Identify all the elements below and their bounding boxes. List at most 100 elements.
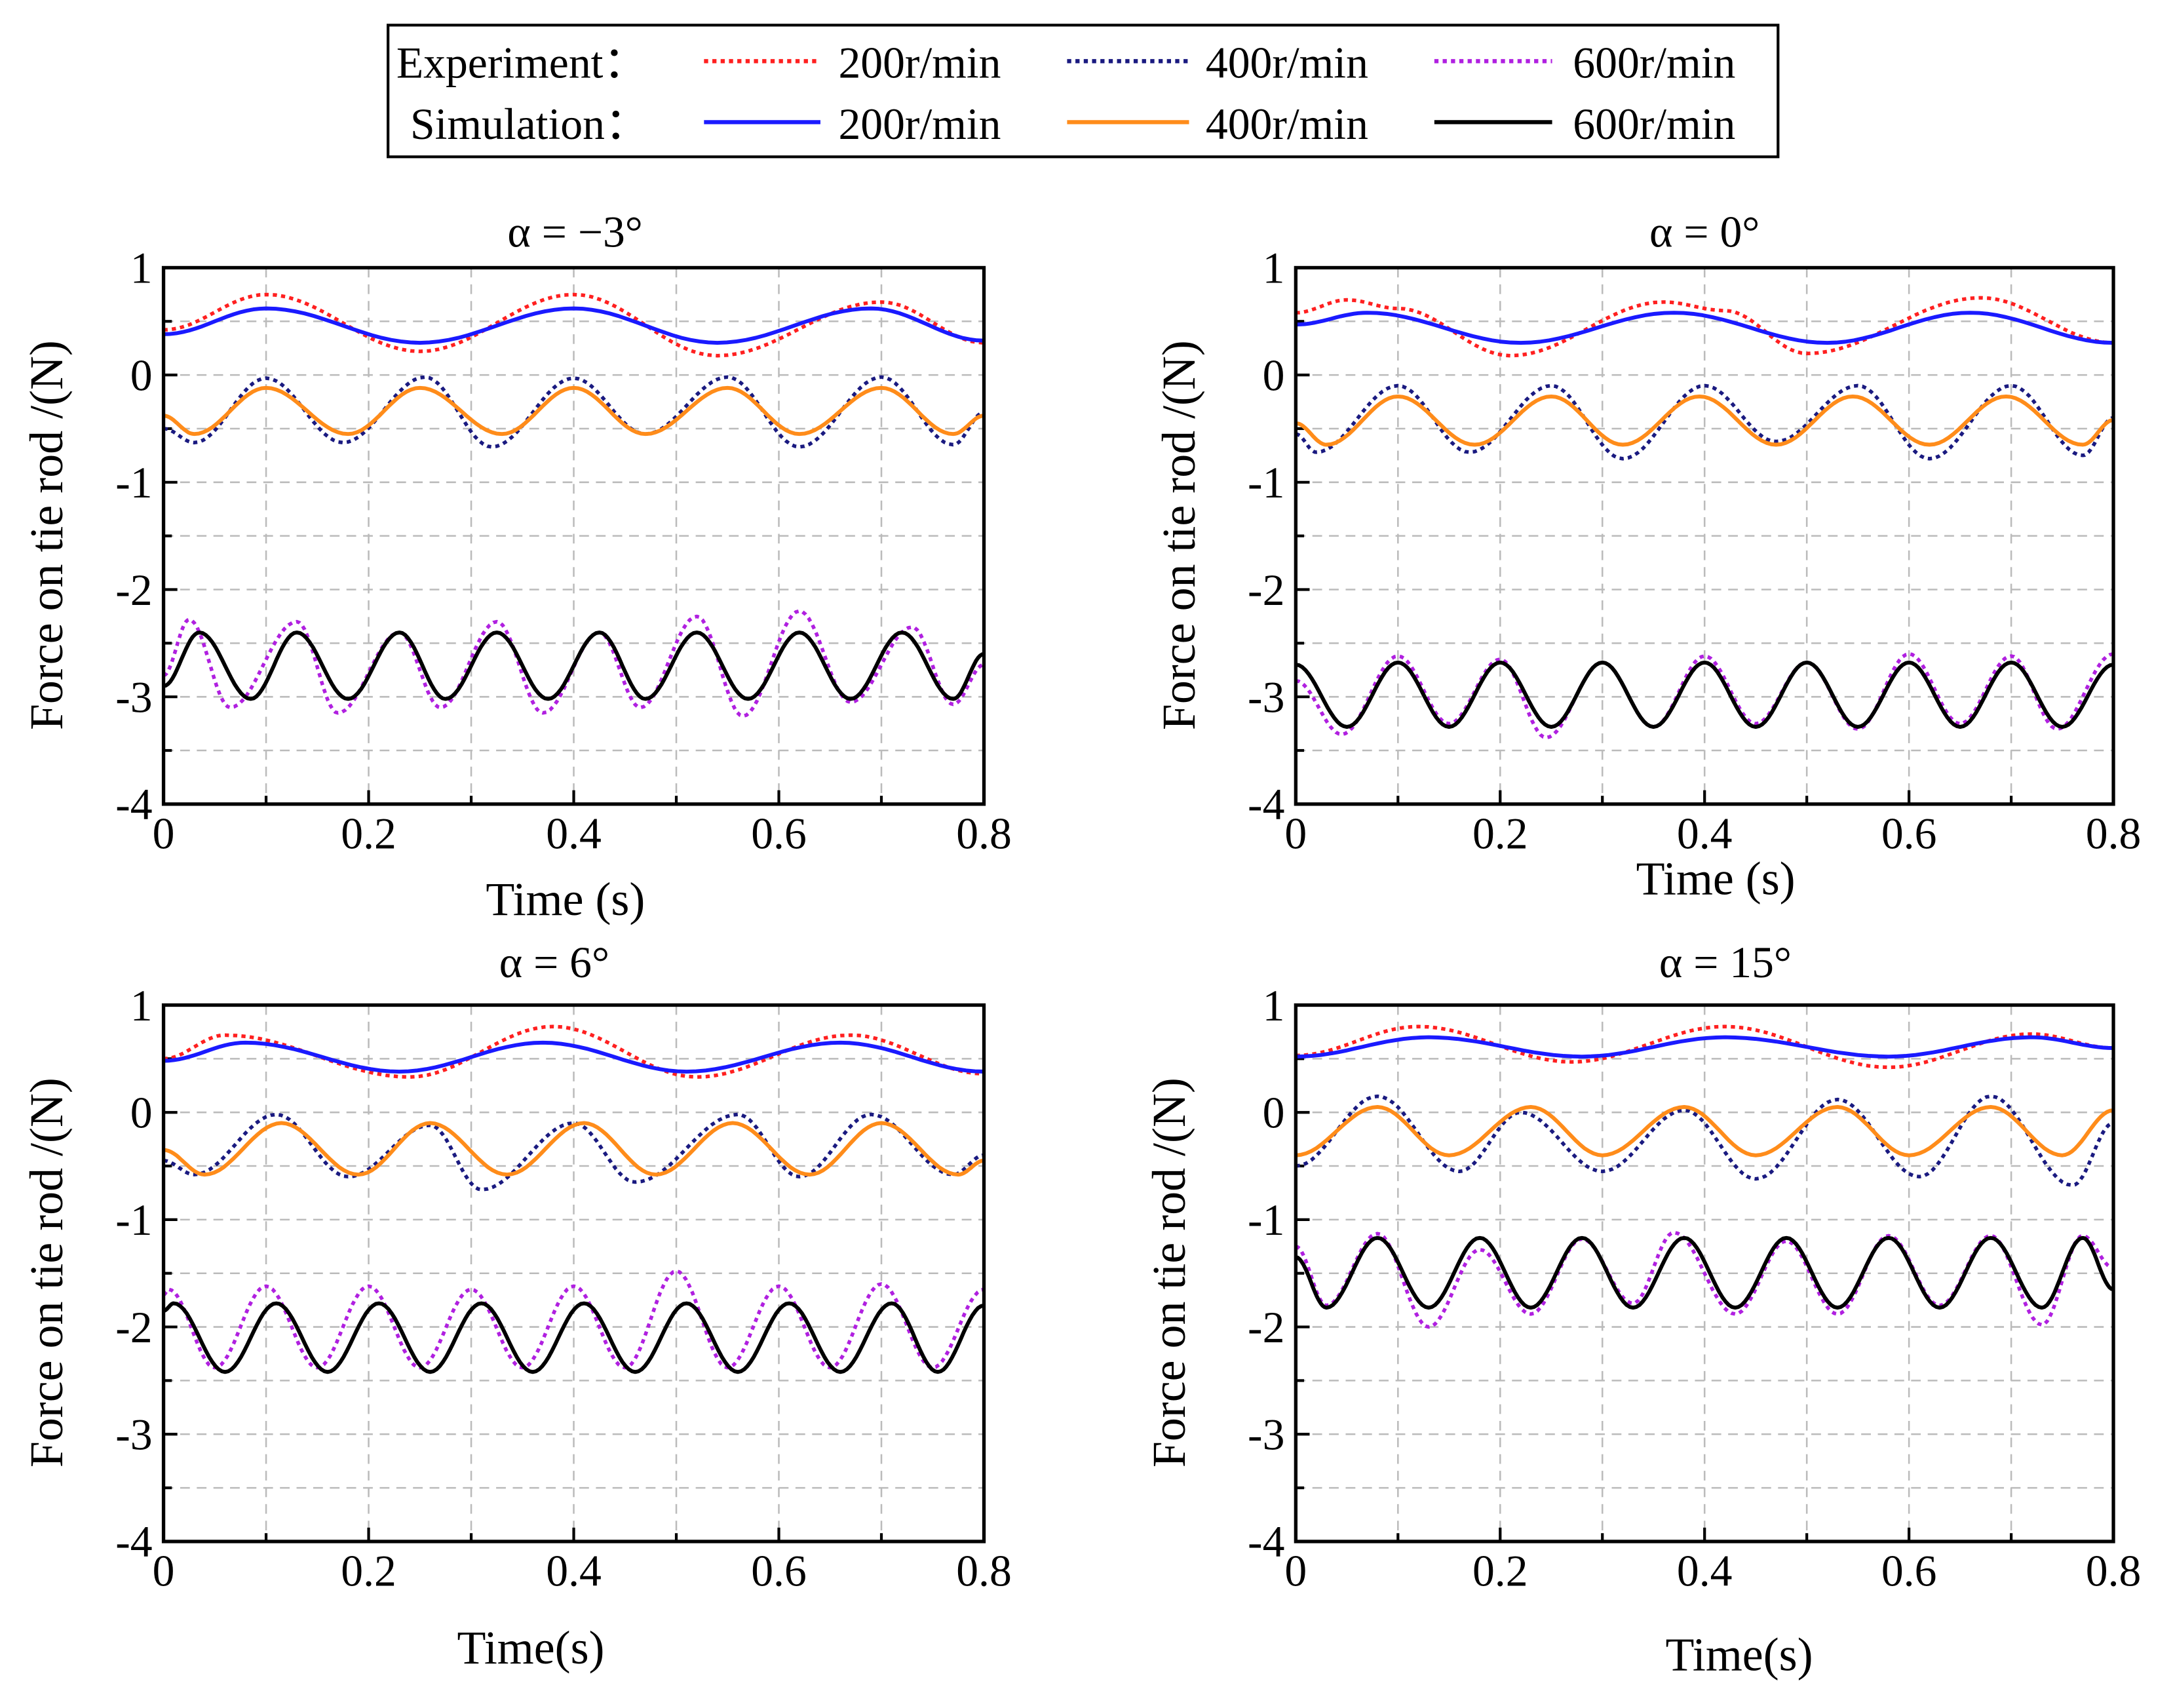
series-group xyxy=(1296,1024,2114,1329)
y-tick-label: -1 xyxy=(115,1195,152,1245)
y-tick-label: 1 xyxy=(1263,244,1285,293)
series-line-simulation-200r-min xyxy=(163,306,984,345)
y-tick-label: 1 xyxy=(130,981,153,1030)
series-line-experiment-200r-min xyxy=(1296,296,2114,358)
series-line-simulation-600r-min xyxy=(163,1301,984,1374)
x-tick-label: 0.4 xyxy=(546,809,602,859)
legend-label-exp-600: 600r/min xyxy=(1573,39,1735,88)
y-tick-label: -2 xyxy=(115,566,152,615)
y-tick-label: -2 xyxy=(1248,566,1284,615)
x-tick-label: 0.6 xyxy=(751,809,807,859)
x-tick-label: 0.8 xyxy=(956,809,1012,859)
x-tick-label: 0.8 xyxy=(956,1547,1012,1596)
x-axis-label: Time (s) xyxy=(1636,852,1796,904)
x-tick-label: 0.2 xyxy=(1472,1547,1528,1596)
y-tick-label: 0 xyxy=(130,351,153,400)
y-tick-label: 1 xyxy=(1263,981,1285,1030)
y-tick-label: -4 xyxy=(1248,780,1284,829)
series-line-simulation-600r-min xyxy=(163,631,984,701)
x-tick-label: 0.6 xyxy=(1881,809,1937,859)
y-tick-label: -2 xyxy=(115,1303,152,1352)
y-tick-label: 0 xyxy=(1263,351,1285,400)
legend-label-sim-200: 200r/min xyxy=(838,100,1001,149)
series-line-experiment-400r-min xyxy=(163,1112,984,1192)
y-tick-label: -1 xyxy=(115,458,152,507)
y-axis-label: Force on tie rod /(N) xyxy=(20,340,73,730)
series-group xyxy=(163,292,984,718)
x-tick-label: 0.4 xyxy=(1677,1547,1733,1596)
legend-row-simulation: Simulation： xyxy=(410,100,649,149)
series-line-simulation-200r-min xyxy=(163,1040,984,1074)
series-line-experiment-200r-min xyxy=(163,1024,984,1079)
x-axis-label: Time(s) xyxy=(457,1621,604,1674)
x-tick-label: 0.2 xyxy=(341,1547,396,1596)
series-line-experiment-600r-min xyxy=(1296,651,2114,740)
y-tick-label: -3 xyxy=(1248,1410,1284,1460)
y-tick-label: -1 xyxy=(1248,458,1284,507)
chart-title: α = −3° xyxy=(507,208,642,257)
plot-frame xyxy=(1294,265,2115,806)
chart-title: α = 15° xyxy=(1659,938,1792,987)
series-group xyxy=(163,1024,984,1374)
x-tick-label: 0 xyxy=(153,809,175,859)
y-tick-label: 1 xyxy=(130,244,153,293)
x-tick-label: 0.6 xyxy=(751,1547,807,1596)
series-group xyxy=(1296,296,2114,740)
x-tick-label: 0.2 xyxy=(341,809,396,859)
series-line-simulation-600r-min xyxy=(1296,1235,2114,1310)
series-line-experiment-400r-min xyxy=(1296,1094,2114,1188)
series-line-simulation-200r-min xyxy=(1296,311,2114,345)
y-tick-label: -4 xyxy=(115,780,152,829)
series-line-simulation-200r-min xyxy=(1296,1035,2114,1059)
legend-box xyxy=(387,24,1780,159)
chart-panel-3: 0 0.2 0.4 0.6 0.8 1 0 -1 -2 -3 -4 α = 6° Time(s) Forc… xyxy=(20,938,1012,1674)
x-tick-label: 0.8 xyxy=(2086,1547,2142,1596)
x-axis-label: Time (s) xyxy=(486,873,645,925)
legend-label-exp-200: 200r/min xyxy=(838,39,1001,88)
y-tick-label: 0 xyxy=(130,1088,153,1137)
series-line-experiment-600r-min xyxy=(163,1269,984,1370)
x-tick-label: 0.4 xyxy=(1677,809,1733,859)
legend-label-exp-400: 400r/min xyxy=(1206,39,1368,88)
y-tick-label: -3 xyxy=(1248,672,1284,722)
x-tick-label: 0 xyxy=(1284,1547,1307,1596)
y-tick-label: -1 xyxy=(1248,1195,1284,1245)
x-tick-label: 0 xyxy=(1284,809,1307,859)
x-tick-label: 0.8 xyxy=(2086,809,2142,859)
series-line-experiment-200r-min xyxy=(1296,1024,2114,1070)
legend-label-sim-600: 600r/min xyxy=(1573,100,1735,149)
y-axis-label: Force on tie rod /(N) xyxy=(20,1077,73,1467)
series-line-simulation-400r-min xyxy=(163,1121,984,1177)
plot-frame xyxy=(161,265,986,806)
y-tick-label: -3 xyxy=(115,672,152,722)
x-tick-label: 0 xyxy=(153,1547,175,1596)
series-line-simulation-600r-min xyxy=(1296,660,2114,729)
chart-panel-4: 0 0.2 0.4 0.6 0.8 1 0 -1 -2 -3 -4 α = 15° Time(s) For… xyxy=(1143,938,2141,1680)
y-axis-label: Force on tie rod /(N) xyxy=(1143,1077,1195,1467)
y-tick-label: -3 xyxy=(115,1410,152,1460)
chart-panel-2: 0 0.2 0.4 0.6 0.8 1 0 -1 -2 -3 -4 α = 0° Time (s) For… xyxy=(1153,208,2141,905)
y-tick-label: -4 xyxy=(1248,1517,1284,1566)
y-tick-label: 0 xyxy=(1263,1088,1285,1137)
y-axis-label: Force on tie rod /(N) xyxy=(1153,340,1205,730)
plot-frame xyxy=(161,1003,986,1543)
x-tick-label: 0.4 xyxy=(546,1547,602,1596)
y-tick-label: -2 xyxy=(1248,1303,1284,1352)
legend: Experiment： Simulation： 200r/min 400r/mi… xyxy=(387,24,1780,159)
chart-title: α = 6° xyxy=(499,938,609,987)
legend-row-experiment: Experiment： xyxy=(396,39,647,88)
x-tick-label: 0.2 xyxy=(1472,809,1528,859)
series-line-simulation-400r-min xyxy=(1296,1104,2114,1157)
series-line-experiment-400r-min xyxy=(1296,383,2114,461)
series-line-simulation-400r-min xyxy=(163,385,984,437)
chart-title: α = 0° xyxy=(1649,208,1760,257)
series-line-experiment-400r-min xyxy=(163,375,984,449)
series-line-experiment-200r-min xyxy=(163,292,984,358)
legend-label-sim-400: 400r/min xyxy=(1206,100,1368,149)
x-tick-label: 0.6 xyxy=(1881,1547,1937,1596)
chart-panel-1: 0 0.2 0.4 0.6 0.8 1 0 -1 -2 -3 -4 α = −3° Time (s) Fo… xyxy=(20,208,1012,925)
y-tick-label: -4 xyxy=(115,1517,152,1566)
x-axis-label: Time(s) xyxy=(1666,1629,1813,1681)
plot-frame xyxy=(1294,1003,2115,1543)
